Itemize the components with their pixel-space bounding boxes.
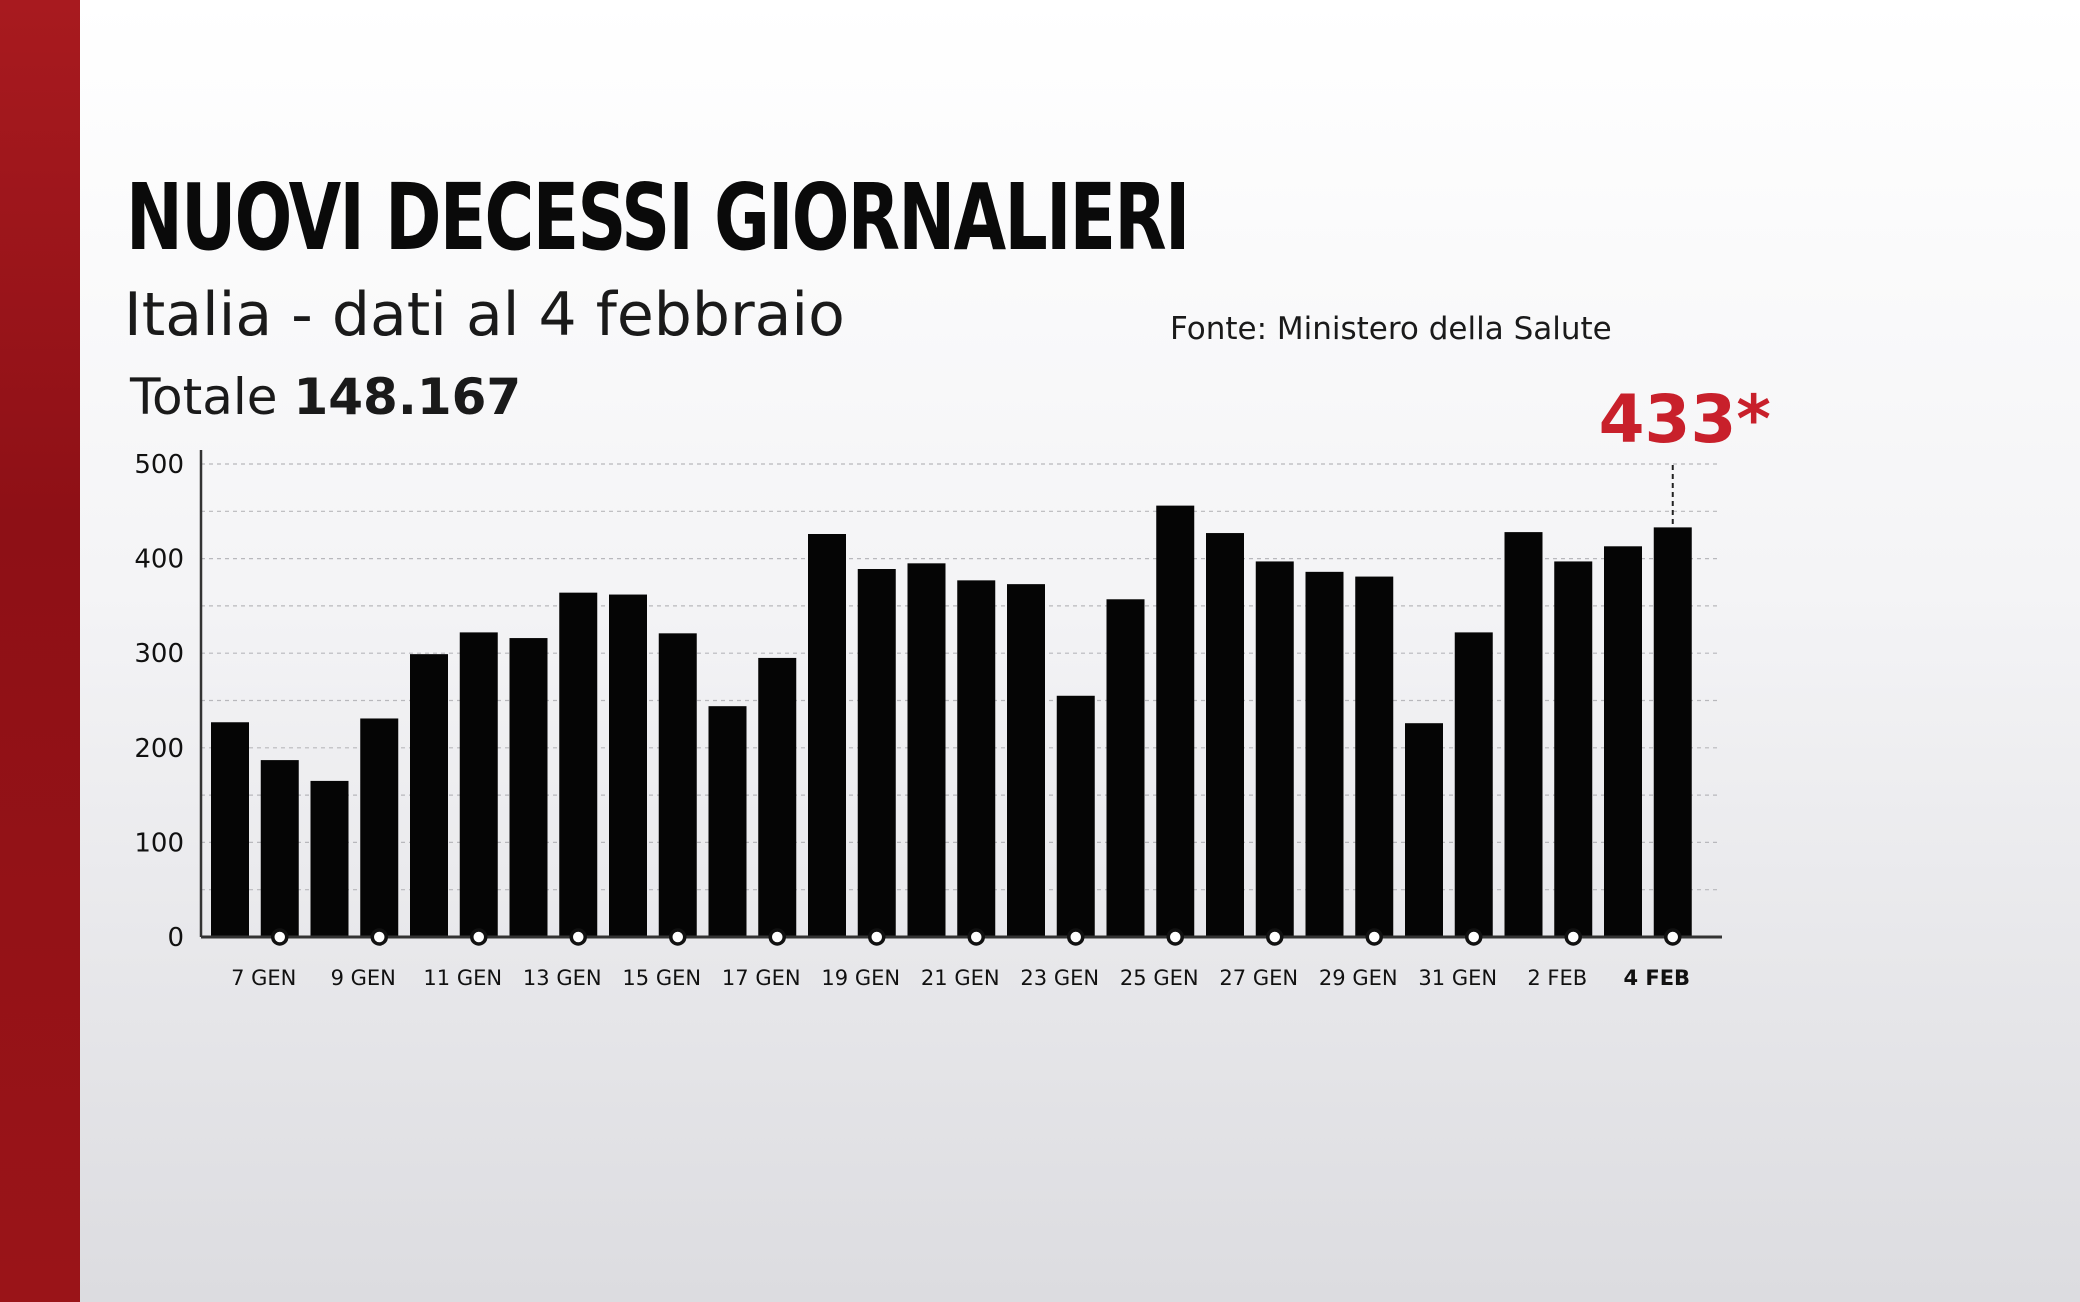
x-tick-marker [370,928,388,946]
source-note: Fonte: Ministero della Salute [1170,311,1612,347]
total-value: 148.167 [293,368,522,426]
bar [509,638,548,937]
y-tick-label: 500 [134,450,184,480]
x-tick-marker [1664,928,1682,946]
chart-title: NUOVI DECESSI GIORNALIERI [126,164,1190,271]
bar [1405,723,1443,937]
bar [907,563,946,937]
x-tick-label: 17 GEN [722,966,801,990]
bar [1305,571,1344,937]
bar [1554,561,1593,937]
bar [410,654,448,937]
bar [1255,561,1294,937]
x-tick-marker [1465,928,1483,946]
bar [758,657,797,937]
x-tick-marker [967,928,985,946]
x-tick-marker [768,928,786,946]
y-tick-label: 400 [134,545,184,575]
bar [609,594,647,937]
x-tick-label: 19 GEN [821,966,900,990]
x-tick-marker [1266,928,1284,946]
highlight-value-label: 433* [1599,381,1771,458]
bar [1007,584,1045,937]
x-tick-marker [1166,928,1184,946]
x-tick-marker [470,928,488,946]
x-tick-label: 4 FEB [1623,966,1690,990]
x-tick-label: 25 GEN [1120,966,1199,990]
y-tick-label: 300 [134,639,184,669]
x-tick-label: 27 GEN [1219,966,1298,990]
total-label: Totale [130,368,278,426]
bar [1206,533,1244,937]
x-tick-label: 7 GEN [231,966,296,990]
x-tick-label: 23 GEN [1020,966,1099,990]
x-tick-marker [1564,928,1582,946]
bar [260,760,299,937]
bar [708,706,747,937]
bar [459,632,498,937]
x-tick-label: 9 GEN [331,966,396,990]
bar [808,534,846,937]
x-tick-marker [569,928,587,946]
bar [1355,576,1394,937]
bar [559,592,598,937]
y-tick-label: 0 [167,923,184,953]
x-tick-marker [1365,928,1383,946]
x-tick-label: 11 GEN [423,966,502,990]
x-tick-label: 2 FEB [1527,966,1587,990]
x-tick-marker [868,928,886,946]
bar [1504,532,1543,937]
x-tick-label: 13 GEN [523,966,602,990]
bar [1653,527,1692,937]
x-tick-marker [271,928,289,946]
bar [857,569,896,937]
bar [1106,599,1145,937]
x-tick-label: 21 GEN [921,966,1000,990]
chart-subtitle: Italia - dati al 4 febbraio [124,280,845,350]
bar [1604,546,1642,937]
side-accent-bar [0,0,80,1302]
x-tick-marker [669,928,687,946]
x-tick-label: 31 GEN [1418,966,1497,990]
bar [360,718,399,937]
y-tick-label: 100 [134,828,184,858]
bar [310,780,349,937]
x-tick-label: 29 GEN [1319,966,1398,990]
bar [1056,695,1095,937]
bar [1454,632,1493,937]
x-tick-marker [1067,928,1085,946]
total-readout: Totale 148.167 [130,372,521,422]
bar [658,633,697,937]
x-tick-label: 15 GEN [622,966,701,990]
bar [1156,505,1195,937]
y-tick-label: 200 [134,734,184,764]
bar [957,580,996,937]
bar [211,722,249,937]
